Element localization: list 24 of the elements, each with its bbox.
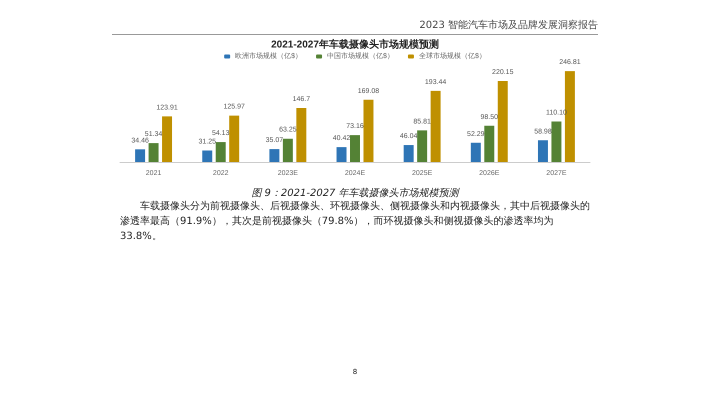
bar — [498, 80, 508, 162]
bar — [538, 140, 548, 162]
bar — [269, 149, 280, 162]
bar — [296, 108, 306, 162]
bar — [336, 147, 347, 162]
bar — [162, 116, 172, 162]
bar — [229, 116, 240, 162]
chart-title: 2021-2027年车载摄像头市场规模预测 — [271, 38, 439, 50]
bar — [484, 126, 494, 162]
bar — [202, 150, 212, 162]
bar — [470, 142, 481, 162]
bar — [135, 149, 146, 162]
text: 2023 智能汽车市场及品牌发展洞察报告 — [112, 18, 598, 35]
bar — [350, 135, 360, 162]
text: 车载摄像头分为前视摄像头、后视摄像头、环视摄像头、侧视摄像头和内视摄像头，其中后视摄像头的渗透率最高（91.9%），其次是前视摄像头（79.8%），而环视摄像头和侧视摄像头的渗透率均为 33.8%。 — [120, 200, 591, 244]
bar — [363, 100, 374, 162]
bar — [430, 90, 441, 162]
bar — [148, 143, 159, 162]
bar — [216, 142, 226, 162]
bar — [417, 130, 428, 162]
caption: 图 9：2021-2027 年车载摄像头市场规模预测 — [250, 186, 461, 200]
bar — [551, 121, 562, 162]
bar — [404, 145, 414, 162]
bar — [282, 138, 293, 162]
